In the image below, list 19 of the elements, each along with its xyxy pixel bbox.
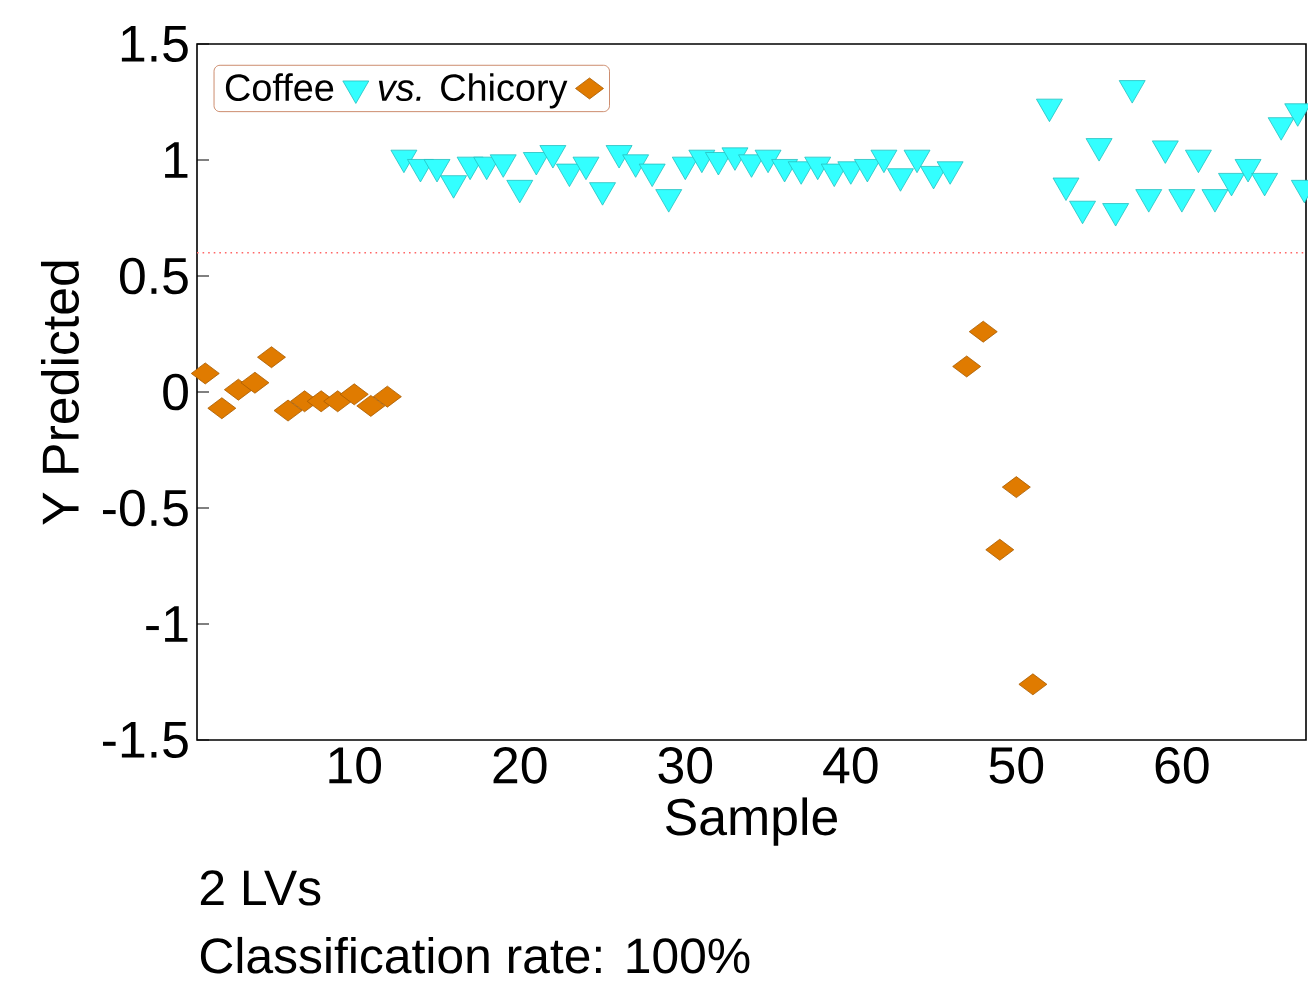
y-axis-title: Y Predicted [40, 261, 79, 525]
y-tick-label: 1.5 [121, 25, 188, 63]
legend-label: vs. Chicory [378, 73, 568, 109]
y-tick-label: 0 [163, 373, 188, 411]
x-tick-label: 30 [658, 747, 713, 784]
y-tick-label: 0.5 [119, 257, 188, 295]
x-tick-label: 50 [989, 747, 1044, 784]
y-tick-label: -1.5 [103, 721, 188, 759]
x-tick-label: 10 [329, 747, 382, 784]
x-tick-label: 40 [823, 747, 878, 784]
y-tick-label: -0.5 [103, 489, 188, 527]
x-axis-title: Sample [666, 797, 837, 846]
x-tick-label: 60 [1155, 747, 1209, 784]
text: 2 LVs [200, 870, 321, 906]
x-tick-label: 20 [493, 747, 547, 784]
y-tick-label: 1 [165, 142, 188, 178]
text: Classification rate: 100% [200, 936, 750, 974]
legend-label: Coffee [225, 73, 334, 102]
y-tick-label: -1 [146, 606, 188, 642]
